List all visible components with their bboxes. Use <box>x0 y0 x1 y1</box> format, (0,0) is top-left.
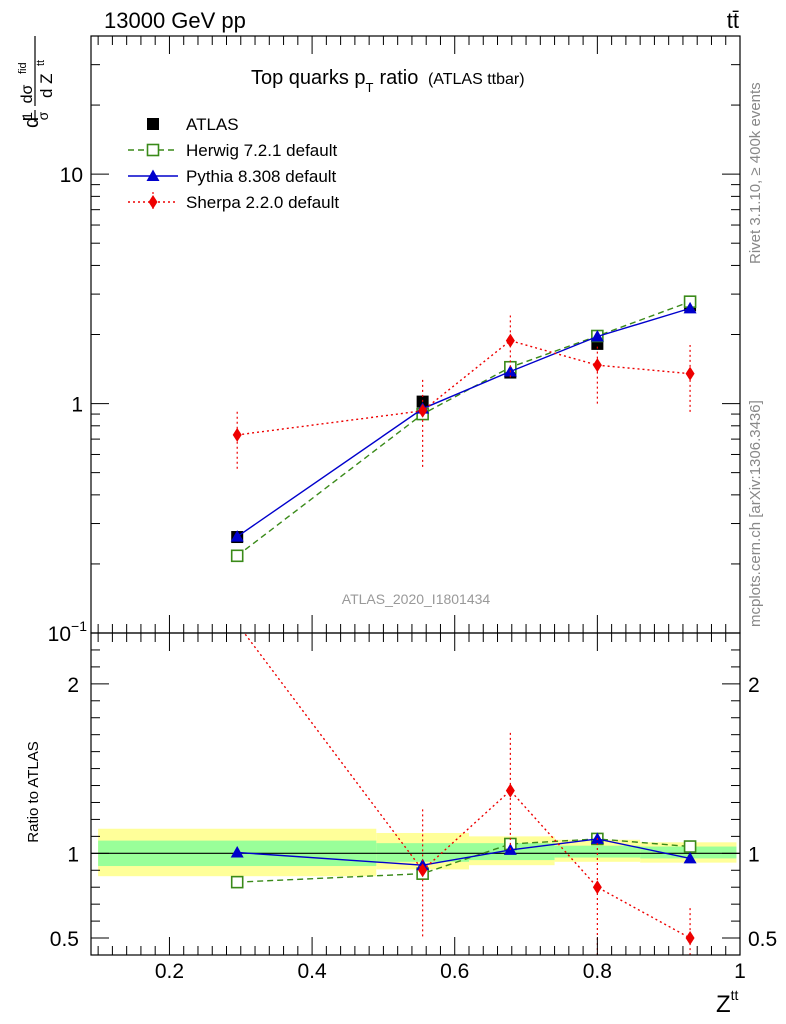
main-series-3-point <box>505 333 515 348</box>
legend-entry-3: Sherpa 2.2.0 default <box>128 192 339 212</box>
ratio-ytick-label-1: 1 <box>67 843 79 866</box>
main-series-1-point <box>230 549 244 563</box>
svg-text:1: 1 <box>19 112 35 120</box>
ratio-series-2-point <box>418 863 428 878</box>
main-series-2-line <box>236 307 691 538</box>
ratio-ytick-label-right-2: 2 <box>748 674 760 697</box>
legend-marker-0 <box>147 118 159 130</box>
ratio-series-layer <box>230 633 697 955</box>
ratio-series-2 <box>243 633 695 955</box>
main-series-3 <box>232 315 695 469</box>
svg-text:tt: tt <box>35 60 47 66</box>
main-series-1 <box>230 295 697 563</box>
ratio-frame <box>90 632 741 956</box>
ratio-series-2-point <box>505 783 515 798</box>
rivet-label: Rivet 3.1.10, ≥ 400k events <box>747 82 764 264</box>
ratio-ytick-label-0: 0.5 <box>50 928 79 951</box>
legend-entry-2: Pythia 8.308 default <box>128 167 337 186</box>
xtick-label-1: 0.4 <box>297 960 327 983</box>
main-series-1-line <box>236 301 691 557</box>
legend-marker-1 <box>146 143 160 157</box>
main-series-3-point <box>418 403 428 418</box>
ratio-series-1-point <box>683 851 697 864</box>
legend-marker-2 <box>146 169 160 181</box>
ratio-panel: 0.5 0.51 12 20.2 0.4 0.6 0.8 1 Ratio to ATLAS Z… <box>25 632 777 1018</box>
main-series-2 <box>230 301 697 542</box>
legend-label-3: Sherpa 2.2.0 default <box>186 193 339 212</box>
ratio-series-2-line <box>243 633 691 939</box>
chart-title: Top quarks pT ratio (ATLAS ttbar) <box>251 67 525 95</box>
x-axis-label: Ztt <box>716 987 739 1018</box>
main-series-3-line <box>237 339 691 436</box>
legend-marker-3 <box>148 195 158 209</box>
svg-text:d Z: d Z <box>37 73 56 98</box>
ratio-ytick-label-right-0: 0.5 <box>748 928 777 951</box>
main-ytick-label-2: 10 <box>60 164 83 187</box>
svg-text:fid: fid <box>17 62 29 74</box>
beam-label: 13000 GeV pp <box>104 8 246 33</box>
site-label: mcplots.cern.ch [arXiv:1306.3436] <box>747 400 764 627</box>
main-panel: 10−1 1 10 Top quarks pT ratio (ATLAS ttbar)… <box>17 35 741 646</box>
main-series-3-point <box>232 427 242 442</box>
process-label: tt̄ <box>727 8 739 33</box>
ratio-series-2-point <box>592 880 602 895</box>
main-series-3-point <box>685 366 695 381</box>
main-series-3-point <box>592 358 602 373</box>
ratio-series-1-point <box>230 845 244 858</box>
ratio-ytick-label-2: 2 <box>67 674 79 697</box>
analysis-label: ATLAS_2020_I1801434 <box>342 591 491 607</box>
xtick-label-3: 0.8 <box>583 960 612 983</box>
ratio-series-0-point <box>230 875 244 889</box>
svg-text:d: d <box>21 117 43 128</box>
svg-text:σ: σ <box>35 111 51 120</box>
ratio-series-2-point <box>685 931 695 946</box>
band-green-1 <box>376 843 469 862</box>
main-series-2-point <box>590 330 604 342</box>
svg-text:dσ: dσ <box>19 84 36 103</box>
band-green-3 <box>554 845 641 858</box>
ratio-series-0-point <box>683 840 697 853</box>
legend-entry-1: Herwig 7.2.1 default <box>128 141 337 160</box>
xtick-label-4: 1 <box>734 960 746 983</box>
ratio-axes: 0.5 0.51 12 20.2 0.4 0.6 0.8 1 <box>50 632 777 983</box>
ratio-bands <box>91 828 740 877</box>
ratio-ytick-label-right-1: 1 <box>748 843 760 866</box>
legend-entry-0: ATLAS <box>147 115 239 134</box>
main-ytick-label-1: 1 <box>71 394 83 417</box>
main-series-layer <box>230 295 697 563</box>
xtick-label-0: 0.2 <box>155 960 184 983</box>
legend: ATLAS Herwig 7.2.1 default Pythia 8.308 de… <box>128 115 339 212</box>
xtick-label-2: 0.6 <box>440 960 469 983</box>
legend-label-2: Pythia 8.308 default <box>186 167 337 186</box>
main-series-2-point <box>683 301 697 314</box>
ratio-ylabel: Ratio to ATLAS <box>25 741 42 842</box>
main-ytick-label-0: 10−1 <box>48 618 88 646</box>
legend-label-1: Herwig 7.2.1 default <box>186 141 337 160</box>
legend-label-0: ATLAS <box>186 115 239 134</box>
main-ylabel: d 1 σ dσ fid d Z tt <box>17 36 56 128</box>
main-series-2-point <box>230 530 244 542</box>
ratio-series-0-line <box>237 838 691 883</box>
